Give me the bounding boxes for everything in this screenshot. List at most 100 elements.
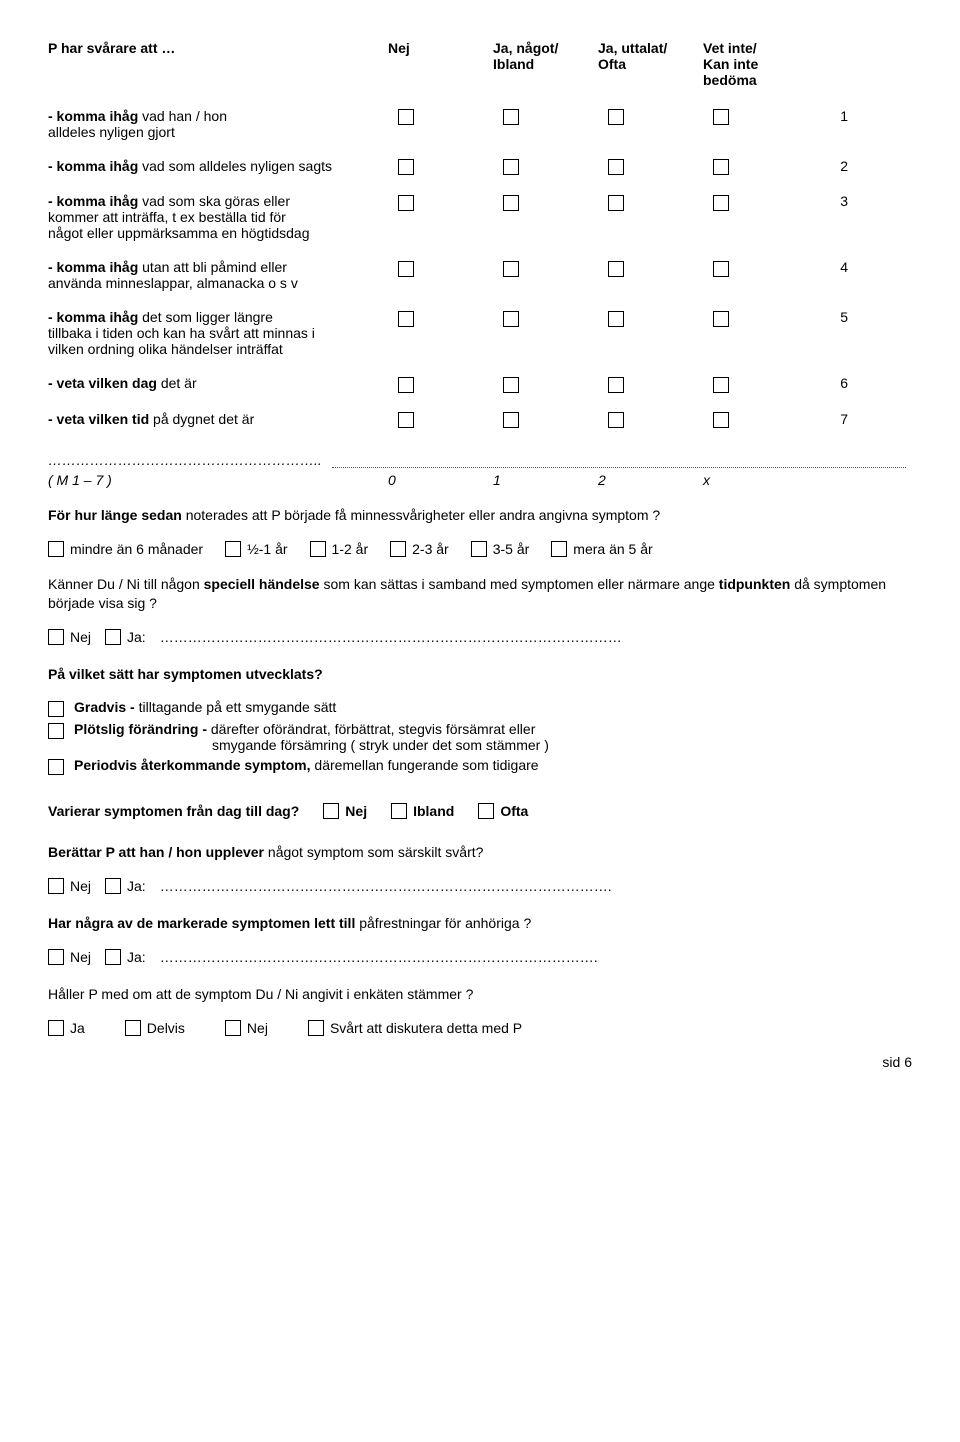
checkbox-icon[interactable] xyxy=(551,541,567,557)
q-haller-text: Håller P med om att de symptom Du / Ni a… xyxy=(48,986,473,1002)
matrix-checkbox-5-1[interactable] xyxy=(503,377,519,393)
duration-opt-4[interactable]: 3-5 år xyxy=(471,541,530,557)
develop-opt-1-rest: därefter oförändrat, förbättrat, stegvis… xyxy=(211,721,535,737)
matrix-row-6-num: 7 xyxy=(818,411,848,427)
checkbox-icon[interactable] xyxy=(48,949,64,965)
matrix-checkbox-3-2[interactable] xyxy=(608,261,624,277)
q-berattar-nejja: Nej Ja: ……………………………………………………………………………………… xyxy=(48,878,912,894)
duration-opt-5[interactable]: mera än 5 år xyxy=(551,541,652,557)
matrix-checkbox-3-3[interactable] xyxy=(713,261,729,277)
q-duration-post: noterades att P började få minnessvårigh… xyxy=(186,507,660,523)
matrix-checkbox-0-3[interactable] xyxy=(713,109,729,125)
checkbox-icon[interactable] xyxy=(105,629,121,645)
matrix-checkbox-4-3[interactable] xyxy=(713,311,729,327)
matrix-row-5-num: 6 xyxy=(818,375,848,391)
matrix-checkbox-0-2[interactable] xyxy=(608,109,624,125)
matrix-row-5-label: - veta vilken dag det är xyxy=(48,375,398,391)
matrix-checkbox-3-1[interactable] xyxy=(503,261,519,277)
duration-opt-0[interactable]: mindre än 6 månader xyxy=(48,541,203,557)
header-col-2: Ja, uttalat/ Ofta xyxy=(598,40,703,88)
matrix-row-5: - veta vilken dag det är 6 xyxy=(48,375,912,392)
develop-opt-2-b: Periodvis återkommande symptom, xyxy=(74,757,314,773)
matrix-checkbox-6-0[interactable] xyxy=(398,412,414,428)
duration-opt-1[interactable]: ½-1 år xyxy=(225,541,287,557)
matrix-row-4-num: 5 xyxy=(818,309,848,325)
matrix-checkbox-1-3[interactable] xyxy=(713,159,729,175)
matrix-row-0-label: - komma ihåg vad han / hon alldeles nyli… xyxy=(48,108,398,140)
matrix-checkbox-6-2[interactable] xyxy=(608,412,624,428)
matrix-checkbox-5-2[interactable] xyxy=(608,377,624,393)
checkbox-icon[interactable] xyxy=(125,1020,141,1036)
checkbox-icon[interactable] xyxy=(48,701,64,717)
matrix-checkbox-5-0[interactable] xyxy=(398,377,414,393)
header-col-1: Ja, något/ Ibland xyxy=(493,40,598,88)
matrix-checkbox-0-0[interactable] xyxy=(398,109,414,125)
haller-opt-1[interactable]: Delvis xyxy=(125,1020,185,1036)
matrix-row-1-label: - komma ihåg vad som alldeles nyligen sa… xyxy=(48,158,398,174)
special-ja[interactable]: Ja: xyxy=(105,629,146,645)
markerade-nej[interactable]: Nej xyxy=(48,949,91,965)
develop-opt-2[interactable]: Periodvis återkommande symptom, däremell… xyxy=(48,757,912,775)
matrix-checkbox-4-2[interactable] xyxy=(608,311,624,327)
q-haller-opts: Ja Delvis Nej Svårt att diskutera detta … xyxy=(48,1020,912,1036)
checkbox-icon[interactable] xyxy=(323,803,339,819)
checkbox-icon[interactable] xyxy=(478,803,494,819)
matrix-checkbox-4-0[interactable] xyxy=(398,311,414,327)
matrix-checkbox-2-0[interactable] xyxy=(398,195,414,211)
checkbox-icon[interactable] xyxy=(48,723,64,739)
q-berattar-a: Berättar P att han / hon upplever xyxy=(48,844,268,860)
checkbox-icon[interactable] xyxy=(390,541,406,557)
checkbox-icon[interactable] xyxy=(225,541,241,557)
haller-opt-0[interactable]: Ja xyxy=(48,1020,85,1036)
matrix-checkbox-1-2[interactable] xyxy=(608,159,624,175)
special-nej-label: Nej xyxy=(70,629,91,645)
matrix-checkbox-1-1[interactable] xyxy=(503,159,519,175)
matrix-checkbox-6-3[interactable] xyxy=(713,412,729,428)
markerade-ja[interactable]: Ja: xyxy=(105,949,146,965)
checkbox-icon[interactable] xyxy=(308,1020,324,1036)
q-haller: Håller P med om att de symptom Du / Ni a… xyxy=(48,985,912,1004)
haller-opt-3[interactable]: Svårt att diskutera detta med P xyxy=(308,1020,522,1036)
berattar-nej[interactable]: Nej xyxy=(48,878,91,894)
matrix-checkbox-0-1[interactable] xyxy=(503,109,519,125)
checkbox-icon[interactable] xyxy=(105,878,121,894)
q-duration-pre: För hur länge sedan xyxy=(48,507,186,523)
special-nej[interactable]: Nej xyxy=(48,629,91,645)
checkbox-icon[interactable] xyxy=(471,541,487,557)
score-v1: 1 xyxy=(493,472,598,488)
matrix-checkbox-2-3[interactable] xyxy=(713,195,729,211)
checkbox-icon[interactable] xyxy=(105,949,121,965)
matrix-checkbox-2-1[interactable] xyxy=(503,195,519,211)
duration-opt-2[interactable]: 1-2 år xyxy=(310,541,369,557)
q-special-a: Känner Du / Ni till någon xyxy=(48,576,204,592)
matrix-checkbox-6-1[interactable] xyxy=(503,412,519,428)
q-develop-opts: Gradvis - tilltagande på ett smygande sä… xyxy=(48,699,912,775)
develop-opt-1[interactable]: Plötslig förändring - därefter oförändra… xyxy=(48,721,912,753)
berattar-ja[interactable]: Ja: xyxy=(105,878,146,894)
matrix-checkbox-1-0[interactable] xyxy=(398,159,414,175)
checkbox-icon[interactable] xyxy=(310,541,326,557)
matrix-checkbox-4-1[interactable] xyxy=(503,311,519,327)
checkbox-icon[interactable] xyxy=(48,629,64,645)
checkbox-icon[interactable] xyxy=(225,1020,241,1036)
checkbox-icon[interactable] xyxy=(48,759,64,775)
checkbox-icon[interactable] xyxy=(48,1020,64,1036)
duration-opt-5-label: mera än 5 år xyxy=(573,541,652,557)
varierar-opt-2[interactable]: Ofta xyxy=(478,803,528,819)
duration-opt-3[interactable]: 2-3 år xyxy=(390,541,449,557)
develop-opt-0-b: Gradvis - xyxy=(74,699,139,715)
matrix-row-3: - komma ihåg utan att bli påmind eller a… xyxy=(48,259,912,291)
checkbox-icon[interactable] xyxy=(48,878,64,894)
develop-opt-0[interactable]: Gradvis - tilltagande på ett smygande sä… xyxy=(48,699,912,717)
matrix-row-2: - komma ihåg vad som ska göras eller kom… xyxy=(48,193,912,241)
q-varierar-text: Varierar symptomen från dag till dag? xyxy=(48,803,299,819)
haller-opt-2[interactable]: Nej xyxy=(225,1020,268,1036)
varierar-opt-0[interactable]: Nej xyxy=(323,803,367,819)
matrix-checkbox-2-2[interactable] xyxy=(608,195,624,211)
matrix-checkbox-5-3[interactable] xyxy=(713,377,729,393)
varierar-opt-1[interactable]: Ibland xyxy=(391,803,454,819)
checkbox-icon[interactable] xyxy=(48,541,64,557)
checkbox-icon[interactable] xyxy=(391,803,407,819)
q-markerade: Har några av de markerade symptomen lett… xyxy=(48,914,912,933)
matrix-checkbox-3-0[interactable] xyxy=(398,261,414,277)
